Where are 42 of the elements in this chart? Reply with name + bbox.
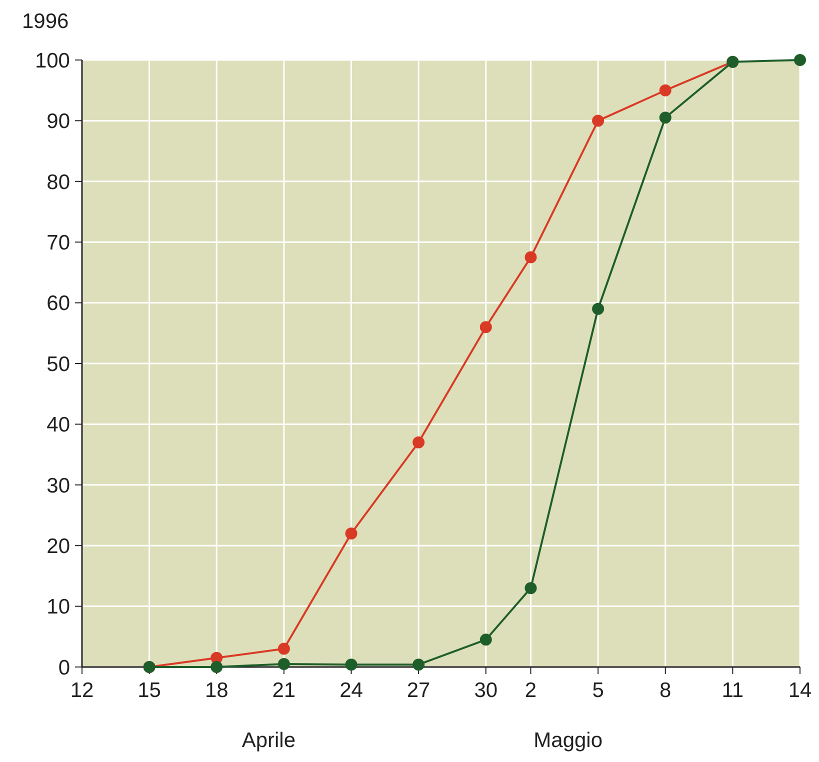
x-tick-label: 12 <box>70 679 94 702</box>
point <box>659 112 672 124</box>
y-tick-label: 80 <box>46 170 70 194</box>
point <box>278 658 290 670</box>
chart-title: 1996 <box>22 10 69 33</box>
x-tick-label: 18 <box>204 679 228 702</box>
point <box>524 251 537 264</box>
point <box>794 54 806 66</box>
point <box>592 114 604 127</box>
point <box>480 634 492 646</box>
point <box>659 84 672 96</box>
x-tick-label: 24 <box>340 679 364 702</box>
x-tick-label: 2 <box>524 679 537 702</box>
x-tick-label: 30 <box>474 679 498 702</box>
x-tick-label: 5 <box>592 679 604 702</box>
y-tick-label: 0 <box>58 656 70 680</box>
point <box>278 642 290 655</box>
text: Aprile <box>242 729 296 752</box>
y-tick-label: 20 <box>46 534 70 558</box>
x-tick-label: 21 <box>272 679 296 702</box>
point <box>480 321 492 334</box>
y-tick-label: 10 <box>46 596 70 619</box>
point <box>210 661 223 673</box>
point <box>345 527 358 540</box>
point <box>345 658 358 671</box>
x-tick-label: 11 <box>722 679 744 702</box>
point <box>592 302 604 315</box>
x-tick-label: 8 <box>660 679 672 702</box>
y-tick-label: 50 <box>46 352 70 376</box>
point <box>524 582 537 594</box>
y-tick-label: 70 <box>46 231 70 254</box>
text: Maggio <box>534 729 603 752</box>
y-tick-label: 60 <box>46 292 70 316</box>
y-tick-label: 30 <box>46 474 70 498</box>
y-tick-label: 90 <box>46 110 70 134</box>
x-tick-label: 15 <box>138 679 161 702</box>
y-tick-label: 40 <box>46 414 70 437</box>
x-tick-label: 27 <box>406 679 430 702</box>
point <box>412 658 425 671</box>
x-tick-label: 14 <box>788 679 812 702</box>
y-tick-label: 100 <box>34 49 70 72</box>
point <box>412 436 425 448</box>
